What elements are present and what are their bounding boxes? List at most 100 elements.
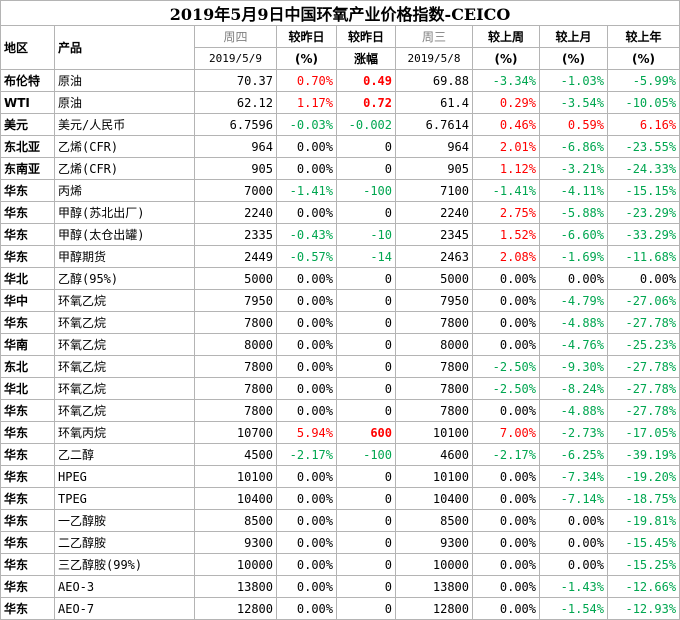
cell-change-year: -15.25% <box>606 553 680 576</box>
cell-price-today: 2449 <box>194 245 277 268</box>
cell-change-pct: 0.00% <box>276 597 337 620</box>
cell-change-year: -39.19% <box>606 443 680 466</box>
cell-change-pct: 0.00% <box>276 267 337 290</box>
cell-region: 华东 <box>0 575 55 598</box>
header-vs-year: 较上年 <box>606 25 680 48</box>
cell-change-pct: 0.00% <box>276 289 337 312</box>
cell-product: 三乙醇胺(99%) <box>54 553 195 576</box>
cell-change-pct: 0.70% <box>276 69 337 92</box>
cell-change-month: -3.21% <box>539 157 608 180</box>
cell-region: 华东 <box>0 531 55 554</box>
cell-price-today: 7000 <box>194 179 277 202</box>
cell-price-today: 7800 <box>194 399 277 422</box>
cell-price-prev: 10000 <box>395 553 473 576</box>
table-row: 华东 三乙醇胺(99%) 10000 0.00% 0 10000 0.00% 0.00% -15… <box>0 553 680 576</box>
cell-change-pct: 0.00% <box>276 201 337 224</box>
cell-change-year: -19.20% <box>606 465 680 488</box>
cell-change-month: -6.86% <box>539 135 608 158</box>
cell-change-abs: 0.72 <box>336 91 396 114</box>
cell-change-month: -1.03% <box>539 69 608 92</box>
cell-change-month: -1.54% <box>539 597 608 620</box>
cell-price-today: 10000 <box>194 553 277 576</box>
cell-change-pct: 1.17% <box>276 91 337 114</box>
cell-product: 甲醇(太仓出罐) <box>54 223 195 246</box>
table-row: 华东 环氧乙烷 7800 0.00% 0 7800 0.00% -4.88% -27.78% <box>0 399 680 422</box>
cell-change-abs: 0 <box>336 597 396 620</box>
cell-product: 甲醇(苏北出厂) <box>54 201 195 224</box>
cell-product: 环氧乙烷 <box>54 289 195 312</box>
cell-change-year: -27.78% <box>606 399 680 422</box>
cell-change-week: -1.41% <box>472 179 540 202</box>
cell-region: WTI <box>0 91 55 114</box>
cell-change-year: -10.05% <box>606 91 680 114</box>
cell-product: 一乙醇胺 <box>54 509 195 532</box>
cell-change-month: -6.60% <box>539 223 608 246</box>
cell-product: 环氧乙烷 <box>54 377 195 400</box>
cell-product: 甲醇期货 <box>54 245 195 268</box>
cell-change-abs: -14 <box>336 245 396 268</box>
cell-change-month: 0.00% <box>539 531 608 554</box>
table-row: 华东 AEO-7 12800 0.00% 0 12800 0.00% -1.54% -12.93… <box>0 597 680 620</box>
cell-price-today: 12800 <box>194 597 277 620</box>
cell-change-month: -7.14% <box>539 487 608 510</box>
title-row: 2019年5月9日中国环氧产业价格指数-CEICO <box>0 0 680 26</box>
cell-change-year: -27.78% <box>606 355 680 378</box>
cell-change-month: 0.00% <box>539 553 608 576</box>
cell-price-prev: 7800 <box>395 377 473 400</box>
cell-change-pct: 0.00% <box>276 553 337 576</box>
cell-product: 环氧乙烷 <box>54 355 195 378</box>
cell-change-month: -4.88% <box>539 399 608 422</box>
cell-change-month: -6.25% <box>539 443 608 466</box>
cell-change-abs: 0 <box>336 355 396 378</box>
header-vs-prev-abs-unit: 涨幅 <box>336 47 396 70</box>
cell-region: 华东 <box>0 553 55 576</box>
cell-price-today: 7800 <box>194 311 277 334</box>
cell-region: 华东 <box>0 245 55 268</box>
cell-price-today: 964 <box>194 135 277 158</box>
table-row: 东北 环氧乙烷 7800 0.00% 0 7800 -2.50% -9.30% -27.78% <box>0 355 680 378</box>
cell-price-today: 2335 <box>194 223 277 246</box>
cell-change-year: -27.78% <box>606 311 680 334</box>
cell-change-week: 1.52% <box>472 223 540 246</box>
cell-price-prev: 6.7614 <box>395 113 473 136</box>
cell-product: 乙二醇 <box>54 443 195 466</box>
cell-price-prev: 10400 <box>395 487 473 510</box>
header-vs-week: 较上周 <box>472 25 540 48</box>
cell-change-week: 0.00% <box>472 597 540 620</box>
cell-price-prev: 7950 <box>395 289 473 312</box>
cell-region: 布伦特 <box>0 69 55 92</box>
table-row: 华东 乙二醇 4500 -2.17% -100 4600 -2.17% -6.25% -39.1… <box>0 443 680 466</box>
table-row: 东北亚 乙烯(CFR) 964 0.00% 0 964 2.01% -6.86% -23.55% <box>0 135 680 158</box>
cell-price-prev: 10100 <box>395 421 473 444</box>
header-region: 地区 <box>0 25 55 70</box>
cell-price-today: 5000 <box>194 267 277 290</box>
cell-region: 美元 <box>0 113 55 136</box>
cell-price-today: 10100 <box>194 465 277 488</box>
cell-region: 华北 <box>0 377 55 400</box>
cell-change-week: 1.12% <box>472 157 540 180</box>
header-vs-month: 较上月 <box>539 25 608 48</box>
cell-change-pct: 0.00% <box>276 311 337 334</box>
cell-change-pct: -0.03% <box>276 113 337 136</box>
cell-region: 华东 <box>0 509 55 532</box>
header-vs-prev-pct-unit: (%) <box>276 47 337 70</box>
cell-change-year: -24.33% <box>606 157 680 180</box>
header-vs-year-unit: (%) <box>606 47 680 70</box>
table-row: 华北 环氧乙烷 7800 0.00% 0 7800 -2.50% -8.24% -27.78% <box>0 377 680 400</box>
table-row: 华东 甲醇期货 2449 -0.57% -14 2463 2.08% -1.69% -11.68… <box>0 245 680 268</box>
cell-change-month: 0.59% <box>539 113 608 136</box>
cell-price-today: 7800 <box>194 377 277 400</box>
table-row: 华东 二乙醇胺 9300 0.00% 0 9300 0.00% 0.00% -15.45% <box>0 531 680 554</box>
header-date-today: 2019/5/9 <box>194 47 277 70</box>
header-vs-prev-pct: 较昨日 <box>276 25 337 48</box>
sheet-title: 2019年5月9日中国环氧产业价格指数-CEICO <box>0 0 680 26</box>
cell-product: 美元/人民币 <box>54 113 195 136</box>
cell-change-pct: 0.00% <box>276 333 337 356</box>
cell-price-prev: 905 <box>395 157 473 180</box>
table-row: 华东 甲醇(太仓出罐) 2335 -0.43% -10 2345 1.52% -6.60% -3… <box>0 223 680 246</box>
header-vs-prev-abs: 较昨日 <box>336 25 396 48</box>
cell-product: 丙烯 <box>54 179 195 202</box>
cell-product: TPEG <box>54 487 195 510</box>
cell-price-prev: 12800 <box>395 597 473 620</box>
cell-change-year: -11.68% <box>606 245 680 268</box>
